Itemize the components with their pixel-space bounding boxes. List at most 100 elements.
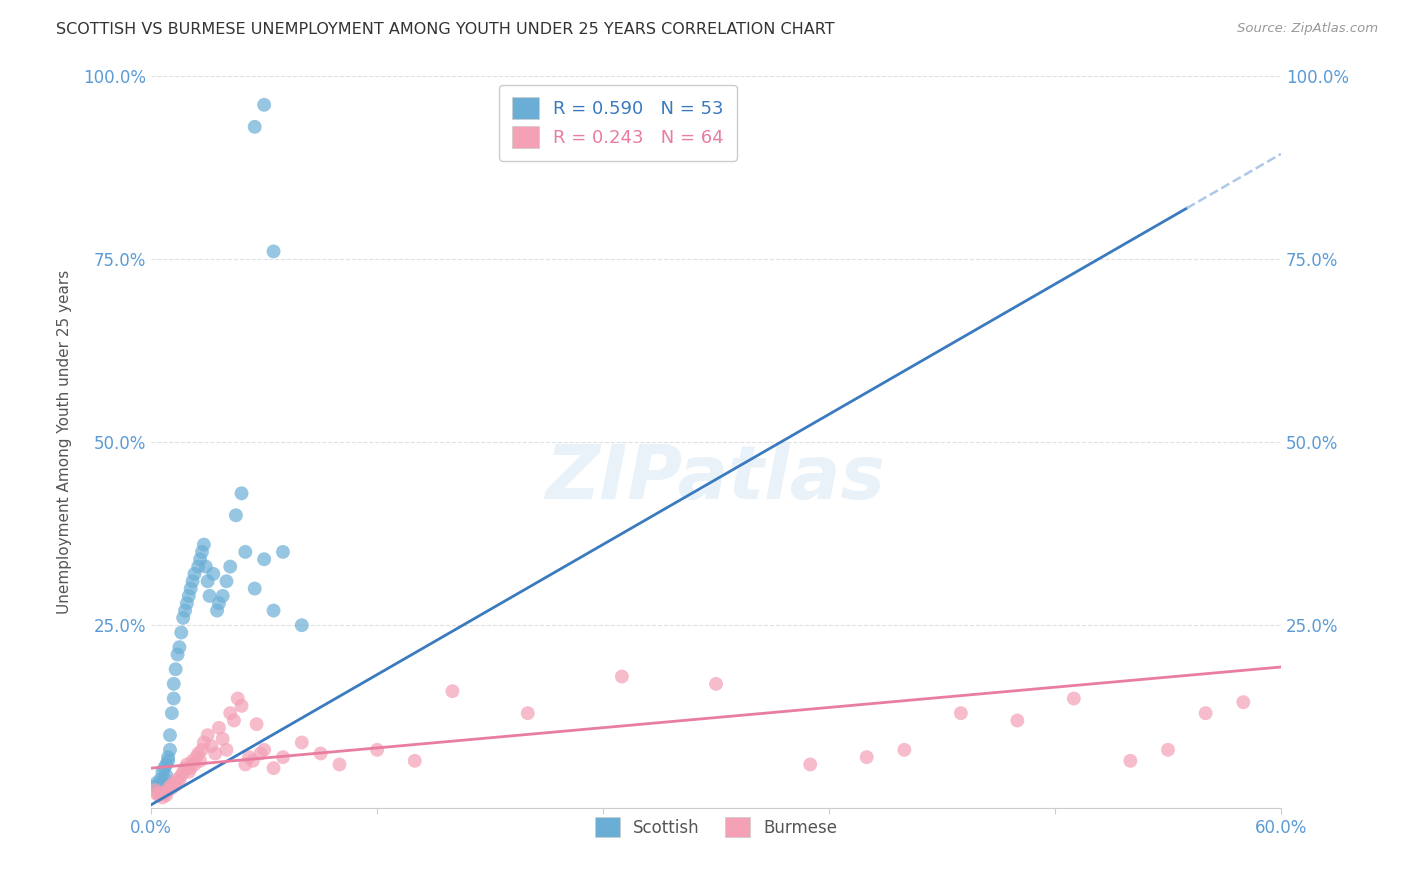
Point [188,552,211,566]
Point [202,566,225,581]
Point [404,754,426,768]
Point [253,98,276,112]
Point [799,757,821,772]
Point [1232,695,1254,709]
Point [215,574,238,589]
Point [187,559,209,574]
Point [163,776,186,790]
Point [253,743,276,757]
Point [211,731,233,746]
Point [174,603,197,617]
Point [174,761,197,775]
Point [219,706,242,721]
Point [166,648,188,662]
Point [205,603,228,617]
Text: ZIPatlas: ZIPatlas [546,442,886,515]
Point [163,677,186,691]
Point [181,754,204,768]
Point [366,743,388,757]
Point [249,747,271,761]
Point [165,778,187,792]
Point [170,768,193,782]
Point [163,691,186,706]
Point [271,750,294,764]
Point [222,714,245,728]
Point [1119,754,1142,768]
Point [148,789,170,803]
Point [233,757,256,772]
Point [225,508,247,523]
Point [1157,743,1180,757]
Point [186,750,208,764]
Point [180,761,202,775]
Point [176,757,198,772]
Point [949,706,972,721]
Text: Source: ZipAtlas.com: Source: ZipAtlas.com [1237,22,1378,36]
Point [263,603,285,617]
Point [159,743,181,757]
Point [177,764,200,779]
Point [231,698,253,713]
Point [291,735,314,749]
Point [271,545,294,559]
Point [155,768,177,782]
Point [181,574,204,589]
Point [160,706,183,721]
Point [157,754,180,768]
Point [200,739,222,753]
Point [226,691,249,706]
Point [159,780,181,794]
Point [176,596,198,610]
Point [152,764,174,779]
Point [177,589,200,603]
Point [180,582,202,596]
Point [143,780,166,794]
Point [155,757,177,772]
Point [198,589,221,603]
Point [159,728,181,742]
Point [238,750,260,764]
Point [153,761,176,775]
Point [328,757,350,772]
Point [893,743,915,757]
Point [149,783,172,797]
Point [197,728,219,742]
Point [215,743,238,757]
Legend: Scottish, Burmese: Scottish, Burmese [588,811,844,844]
Point [516,706,538,721]
Point [148,780,170,794]
Point [149,785,172,799]
Point [165,662,187,676]
Point [149,772,172,786]
Point [263,244,285,259]
Point [155,789,177,803]
Point [1007,714,1029,728]
Text: SCOTTISH VS BURMESE UNEMPLOYMENT AMONG YOUTH UNDER 25 YEARS CORRELATION CHART: SCOTTISH VS BURMESE UNEMPLOYMENT AMONG Y… [56,22,835,37]
Point [610,669,633,683]
Point [243,120,266,134]
Point [153,772,176,786]
Point [309,747,332,761]
Point [172,611,194,625]
Point [204,747,226,761]
Point [219,559,242,574]
Point [183,757,205,772]
Point [1194,706,1216,721]
Point [191,545,214,559]
Point [291,618,314,632]
Point [153,787,176,801]
Point [194,559,217,574]
Point [233,545,256,559]
Point [253,552,276,566]
Point [152,776,174,790]
Point [146,787,169,801]
Point [211,589,233,603]
Point [187,747,209,761]
Point [160,780,183,795]
Point [243,582,266,596]
Point [146,776,169,790]
Point [183,566,205,581]
Point [441,684,464,698]
Point [172,764,194,779]
Point [193,538,215,552]
